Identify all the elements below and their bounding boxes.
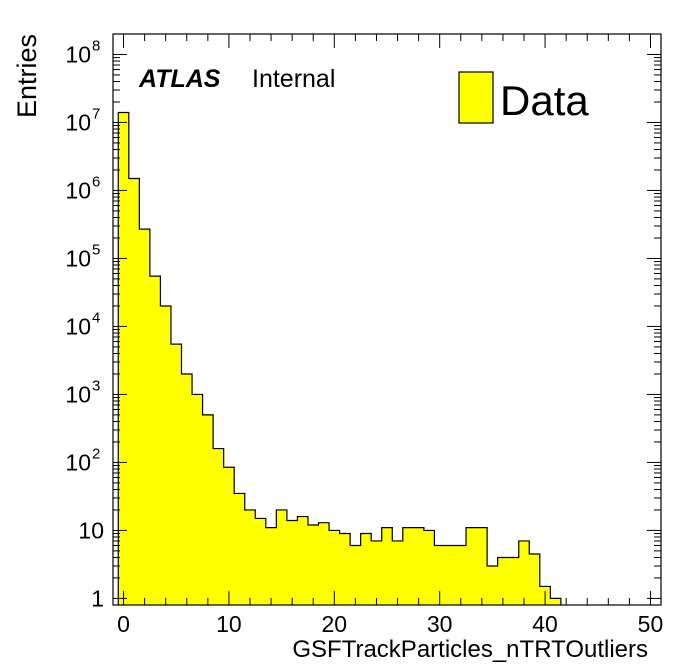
- histogram-bin: [276, 509, 288, 605]
- y-tick-label-exponent: 2: [92, 445, 100, 462]
- histogram-bin: [423, 530, 436, 605]
- axis-ticks: [113, 33, 661, 605]
- x-tick-labels: 0 10 20 30 40 50: [117, 611, 663, 637]
- histogram-bin: [350, 545, 362, 605]
- histogram-bin: [487, 565, 499, 605]
- histogram-bin: [139, 229, 151, 605]
- histogram-bin: [497, 557, 509, 605]
- histogram-bin: [297, 516, 309, 605]
- y-tick-label-base: 10: [65, 245, 91, 271]
- x-axis-label: GSFTrackParticles_nTRTOutliers: [292, 636, 648, 663]
- y-tick-label-exponent: 3: [92, 377, 100, 394]
- histogram-bin: [234, 493, 246, 605]
- histogram-outline: [117, 111, 562, 605]
- histogram-bin: [202, 414, 214, 605]
- histogram-bin: [434, 545, 446, 605]
- y-tick-label-base: 10: [65, 313, 91, 339]
- y-axis-label: Entries: [12, 34, 42, 118]
- histogram-bin: [149, 276, 162, 605]
- histogram-bin: [286, 520, 299, 605]
- y-tick-label-base: 10: [65, 177, 91, 203]
- histogram-bin: [508, 557, 520, 605]
- histogram-bin: [444, 545, 457, 605]
- histogram-bin: [255, 518, 267, 605]
- histogram-bin: [550, 598, 562, 605]
- histogram-bin: [529, 553, 541, 605]
- histogram-bin: [118, 112, 130, 606]
- histogram-bin: [318, 522, 330, 605]
- legend-entry-data: Data: [500, 77, 589, 124]
- histogram-bin: [466, 527, 478, 605]
- y-tick-label-base: 10: [65, 41, 91, 67]
- histogram-bin: [170, 344, 183, 605]
- histogram-bin: [244, 509, 256, 605]
- histogram-bin: [360, 533, 372, 605]
- y-tick-label-exponent: 8: [92, 37, 100, 54]
- histogram-bin: [128, 178, 140, 606]
- y-tick-label-exponent: 5: [92, 241, 100, 258]
- histogram-bin: [213, 448, 225, 605]
- histogram-bin: [339, 533, 351, 605]
- y-tick-label-exponent: 6: [92, 173, 100, 190]
- y-tick-label-base: 10: [65, 449, 91, 475]
- y-tick-label-base: 10: [65, 109, 91, 135]
- x-tick-label: 40: [532, 611, 558, 637]
- histogram-bin: [192, 394, 204, 605]
- legend-swatch: [458, 71, 494, 124]
- y-tick-label-exponent: 7: [92, 105, 100, 122]
- y-tick-label: 10: [78, 517, 104, 543]
- histogram-bin: [413, 527, 425, 605]
- histogram-bin: [265, 527, 277, 605]
- histogram-bin: [476, 527, 488, 605]
- x-tick-label: 10: [216, 611, 242, 637]
- internal-label: Internal: [252, 65, 335, 93]
- x-tick-label: 30: [427, 611, 453, 637]
- y-tick-label-base: 10: [65, 381, 91, 407]
- histogram-bin: [181, 373, 193, 605]
- histogram-bin: [518, 540, 530, 605]
- histogram-bin: [329, 530, 341, 605]
- histogram-bars: [118, 112, 562, 606]
- x-tick-label: 0: [117, 611, 130, 637]
- x-tick-label: 50: [638, 611, 664, 637]
- atlas-label: ATLAS: [138, 65, 221, 93]
- y-tick-label-exponent: 4: [92, 309, 100, 326]
- histogram-bin: [381, 527, 393, 605]
- y-tick-label: 1: [91, 585, 104, 611]
- histogram-bin: [371, 540, 383, 605]
- histogram-bin: [160, 305, 172, 605]
- histogram-bin: [307, 525, 320, 605]
- plot-frame: [112, 33, 662, 606]
- histogram-bin: [455, 545, 467, 605]
- x-tick-label: 20: [322, 611, 348, 637]
- histogram-bin: [392, 540, 404, 605]
- histogram-bin: [223, 467, 235, 605]
- histogram-bin: [402, 527, 414, 605]
